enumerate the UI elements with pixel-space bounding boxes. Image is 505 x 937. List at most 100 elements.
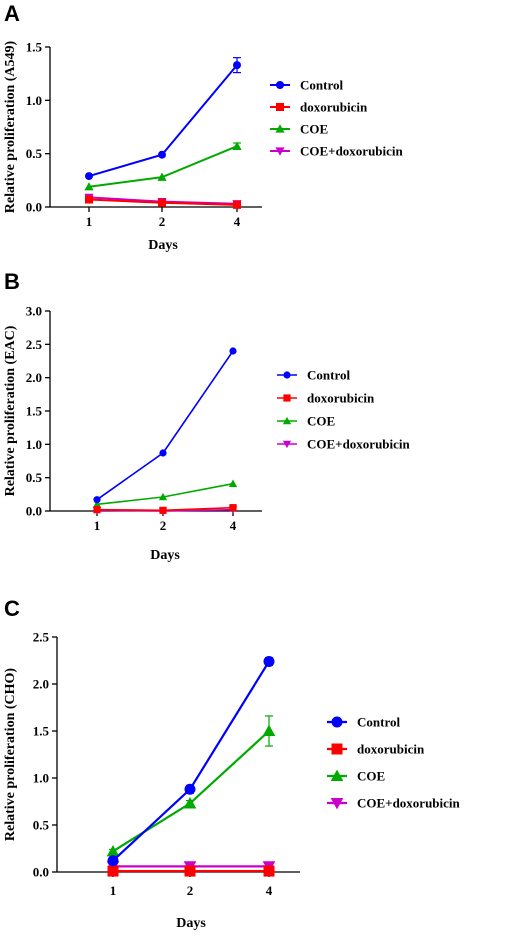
y-tick-label: 2.0	[33, 677, 49, 692]
legend-label: doxorubicin	[357, 742, 425, 757]
x-tick-label: 1	[110, 883, 117, 898]
legend-marker	[331, 716, 343, 728]
legend-marker	[282, 416, 292, 425]
y-tick-label: 1.0	[26, 93, 42, 108]
data-point	[228, 479, 238, 487]
data-point	[263, 655, 275, 667]
series-line	[88, 64, 238, 178]
legend-item: doxorubicin	[270, 100, 368, 115]
legend-item: COE	[277, 414, 335, 429]
y-tick-label: 1.5	[26, 40, 43, 55]
series-control	[85, 57, 241, 181]
y-tick-label: 0.5	[26, 470, 43, 485]
series-doxorubicin	[107, 865, 275, 877]
y-tick-label: 1.0	[33, 771, 49, 786]
data-point	[233, 61, 241, 70]
legend-marker	[330, 769, 344, 782]
legend-item: Control	[277, 368, 350, 383]
legend: Control doxorubicin COE COE+doxorubicin	[327, 715, 461, 811]
series-line	[96, 482, 234, 506]
x-axis-title: Days	[176, 916, 206, 931]
legend-marker	[276, 103, 284, 111]
data-point	[92, 500, 102, 508]
y-axis-title: Relative proliferation (CHO)	[3, 668, 18, 841]
series-control	[107, 655, 275, 867]
legend-marker	[282, 440, 292, 449]
legend-label: doxorubicin	[307, 391, 375, 406]
data-point	[84, 182, 94, 191]
data-point	[93, 496, 101, 504]
legend-label: Control	[307, 368, 350, 383]
y-tick-label: 0.5	[26, 146, 43, 161]
chart-panel-b: B 0.0 0.5 1.0 1.5 2.0 2.5 3.0 1 2 4 Days Relative pr…	[3, 269, 411, 563]
series-coe	[92, 479, 238, 508]
x-tick-label: 2	[159, 214, 166, 229]
legend-label: COE+doxorubicin	[357, 796, 461, 811]
series-line	[112, 660, 270, 862]
legend: Control doxorubicin COE COE+doxorubicin	[277, 368, 411, 452]
data-point	[229, 347, 237, 355]
y-tick-label: 0.0	[26, 504, 42, 519]
data-point	[262, 724, 276, 737]
x-tick-label: 4	[230, 518, 237, 533]
legend-marker	[275, 124, 285, 133]
series-doxorubicin	[93, 504, 237, 514]
legend-marker	[283, 394, 291, 402]
legend-item: COE+doxorubicin	[270, 144, 404, 159]
x-tick-label: 1	[94, 518, 101, 533]
data-point	[183, 797, 197, 809]
legend-marker	[275, 147, 285, 156]
legend-marker	[331, 743, 343, 755]
legend-marker	[283, 371, 291, 379]
data-point	[159, 449, 167, 457]
data-point	[229, 504, 237, 512]
x-tick-label: 4	[266, 883, 273, 898]
data-point	[184, 783, 196, 795]
legend-label: COE	[357, 769, 385, 784]
data-point	[106, 844, 120, 857]
y-tick-label: 2.0	[26, 370, 42, 385]
legend-label: COE	[300, 122, 328, 137]
y-tick-label: 0.0	[26, 200, 42, 215]
data-point	[157, 172, 167, 181]
x-tick-label: 4	[234, 214, 241, 229]
x-axis-title: Days	[150, 548, 180, 563]
series-coe	[84, 141, 242, 191]
data-point	[107, 865, 119, 877]
data-point	[232, 141, 242, 150]
legend-marker	[330, 797, 344, 810]
legend-item: COE+doxorubicin	[327, 796, 461, 811]
y-axis-title: Relative proliferation (A549)	[3, 40, 18, 213]
y-tick-label: 0.0	[33, 865, 49, 880]
y-tick-label: 2.5	[33, 630, 50, 645]
legend-item: Control	[270, 78, 343, 93]
data-point	[158, 198, 166, 207]
legend: Control doxorubicin COE COE+doxorubicin	[270, 78, 404, 159]
data-point	[85, 172, 93, 181]
x-tick-label: 1	[86, 214, 93, 229]
legend-label: COE+doxorubicin	[300, 144, 404, 159]
y-tick-label: 1.5	[33, 724, 50, 739]
data-point	[263, 865, 275, 877]
y-tick-label: 1.5	[26, 404, 43, 419]
x-tick-label: 2	[160, 518, 167, 533]
panel-letter: A	[4, 1, 20, 26]
data-point	[233, 200, 241, 209]
y-tick-label: 0.5	[33, 818, 50, 833]
legend-item: COE+doxorubicin	[277, 437, 411, 452]
chart-panel-c: C 0.0 0.5 1.0 1.5 2.0 2.5 1 2 4 Days Relative proli…	[3, 596, 461, 931]
series-control	[93, 347, 237, 504]
legend-marker	[276, 81, 284, 89]
y-tick-label: 1.0	[26, 437, 42, 452]
data-point	[107, 855, 119, 867]
series-doxorubicin	[85, 195, 241, 209]
y-axis-title: Relative proliferation (EAC)	[3, 325, 18, 496]
y-tick-label: 2.5	[26, 337, 43, 352]
series-coe	[106, 715, 276, 857]
panel-letter: C	[4, 596, 20, 621]
legend-label: COE	[307, 414, 335, 429]
legend-item: Control	[327, 715, 400, 730]
x-tick-label: 2	[187, 883, 194, 898]
legend-item: COE	[327, 769, 385, 784]
